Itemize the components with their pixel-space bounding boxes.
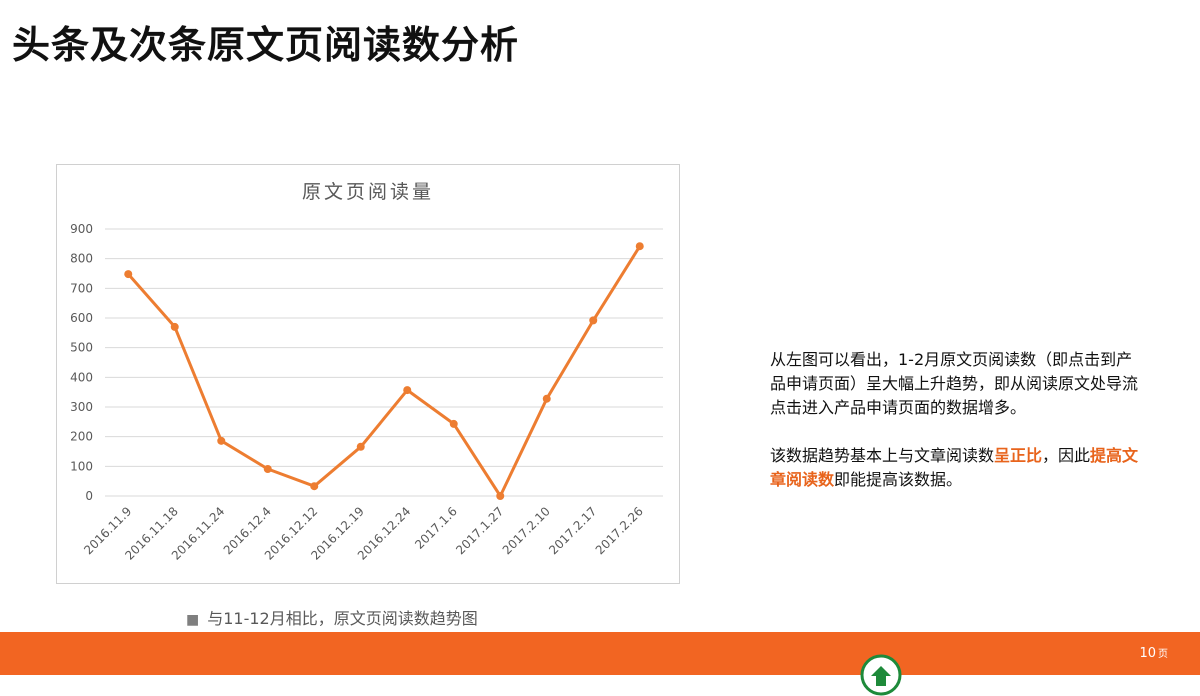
x-tick-label: 2017.2.10 — [500, 504, 553, 557]
data-point — [170, 322, 179, 331]
logo-icon — [860, 654, 902, 696]
page-number-value: 10 — [1139, 646, 1156, 661]
analysis-text-part: ，因此 — [1042, 446, 1091, 465]
data-point — [449, 419, 458, 428]
y-tick-label: 900 — [70, 222, 93, 236]
data-point — [263, 465, 272, 474]
page-number-unit: 页 — [1158, 649, 1168, 660]
data-point — [217, 436, 226, 445]
analysis-text-part: 该数据趋势基本上与文章阅读数 — [770, 446, 995, 465]
data-point — [542, 394, 551, 403]
series-line — [127, 245, 642, 498]
highlight-proportional: 呈正比 — [994, 446, 1043, 465]
data-point — [403, 386, 412, 395]
footer-bar: 10 页 — [0, 632, 1200, 675]
chart-title: 原文页阅读量 — [302, 181, 434, 203]
y-tick-label: 300 — [70, 400, 93, 414]
data-point — [356, 442, 365, 451]
slide-title: 头条及次条原文页阅读数分析 — [12, 23, 520, 67]
caption-text: 与11-12月相比，原文页阅读数趋势图 — [207, 609, 478, 628]
y-tick-label: 800 — [70, 252, 93, 266]
y-tick-label: 400 — [70, 370, 93, 384]
y-tick-label: 100 — [70, 459, 93, 473]
data-point — [496, 492, 505, 500]
data-point — [635, 242, 644, 251]
y-tick-label: 600 — [70, 311, 93, 325]
line-chart: 原文页阅读量 0 100 200 300 400 500 600 700 800 900 2016.1… — [56, 164, 680, 584]
line-chart-svg: 原文页阅读量01002003004005006007008009002016.1… — [70, 181, 663, 563]
data-point — [589, 316, 598, 325]
analysis-text-part: 即能提高该数据。 — [834, 470, 963, 489]
data-point — [310, 482, 319, 491]
x-tick-label: 2017.1.6 — [412, 504, 460, 552]
analysis-paragraph-2: 该数据趋势基本上与文章阅读数呈正比，因此提高文章阅读数即能提高该数据。 — [770, 444, 1140, 492]
x-tick-label: 2017.2.17 — [546, 504, 599, 557]
data-point — [124, 270, 133, 279]
x-tick-label: 2017.1.27 — [453, 504, 506, 557]
chart-caption: ■ 与11-12月相比，原文页阅读数趋势图 — [186, 605, 478, 629]
analysis-paragraph-1: 从左图可以看出，1-2月原文页阅读数（即点击到产品申请页面）呈大幅上升趋势，即从… — [770, 350, 1139, 417]
highlight-increase-reads: 提高文章阅读数 — [770, 446, 1139, 489]
page-number: 10 页 — [1139, 645, 1168, 661]
y-tick-label: 700 — [70, 281, 93, 295]
y-tick-label: 200 — [70, 430, 93, 444]
y-tick-label: 500 — [70, 341, 93, 355]
x-tick-label: 2017.2.26 — [593, 504, 646, 557]
y-tick-label: 0 — [85, 489, 93, 503]
analysis-text: 从左图可以看出，1-2月原文页阅读数（即点击到产品申请页面）呈大幅上升趋势，即从… — [770, 348, 1140, 492]
caption-bullet: ■ — [186, 612, 200, 628]
